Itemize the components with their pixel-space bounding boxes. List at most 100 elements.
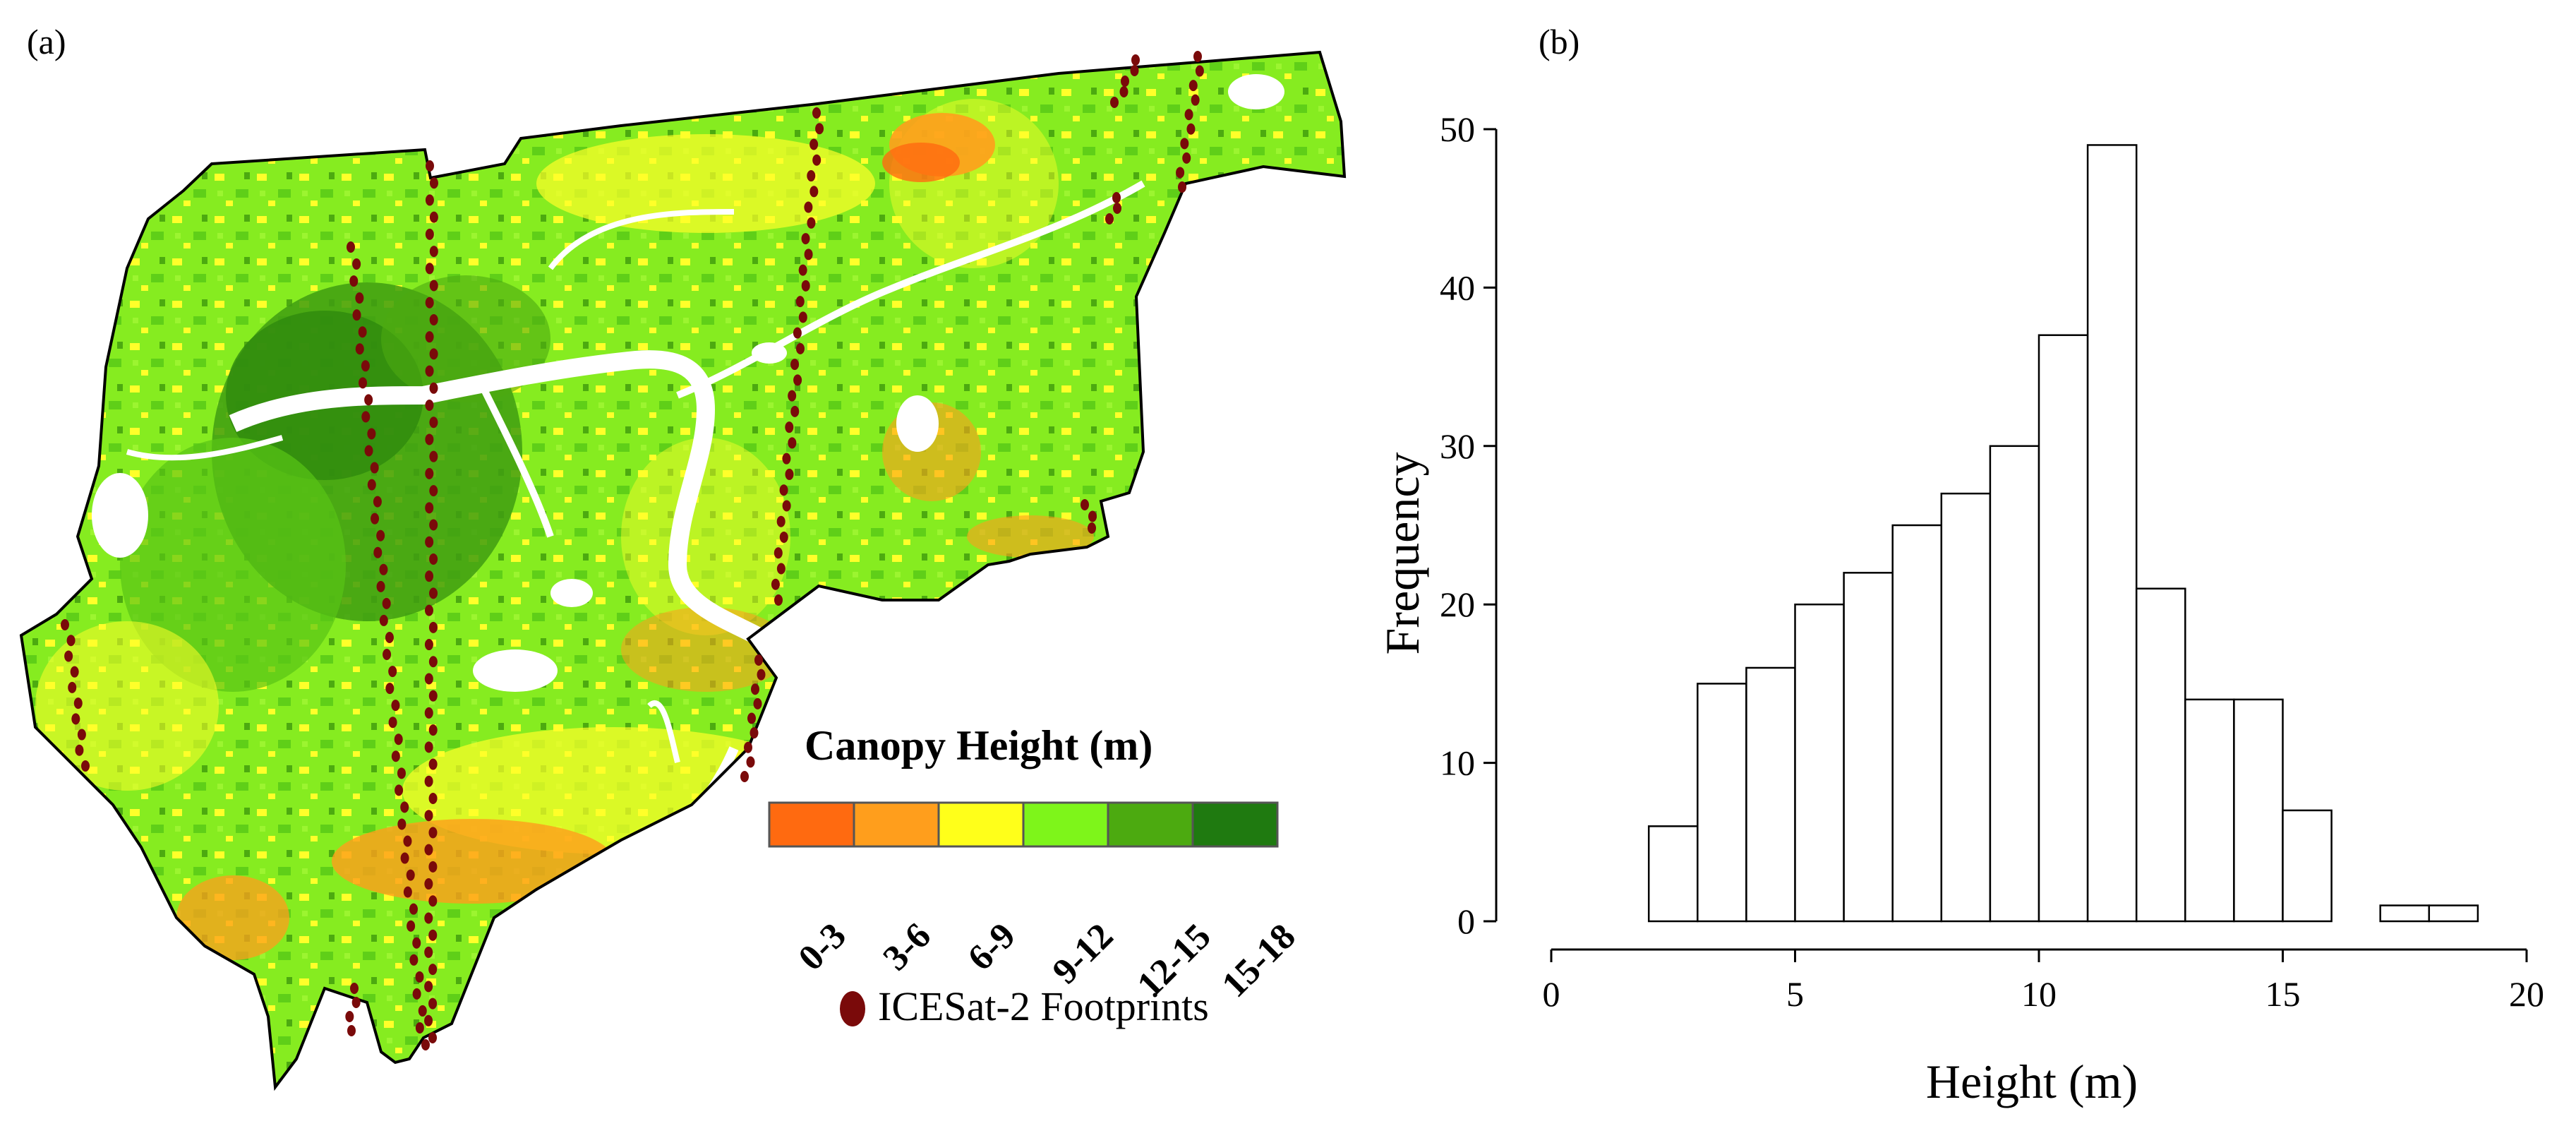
histogram-bars	[1647, 144, 2479, 923]
footprint-point	[429, 553, 438, 565]
footprint-point	[424, 981, 433, 993]
histogram-axes: 0 10 20 30 40 50 0 5 10 15 20 Height (m) Frequency	[1383, 109, 2544, 1108]
y-tick-label: 20	[1440, 585, 1475, 624]
footprint-point	[394, 733, 403, 745]
canopy-height-map	[19, 50, 1347, 1091]
footprint-point	[754, 654, 763, 666]
footprint-point	[1088, 510, 1097, 522]
footprint-point	[75, 744, 84, 756]
footprint-point	[424, 604, 433, 616]
footprint-point	[425, 365, 434, 377]
footprint-point	[425, 502, 434, 514]
footprint-point	[397, 767, 406, 779]
footprint-point	[412, 937, 421, 949]
footprint-point	[358, 326, 367, 338]
y-tick-label: 50	[1440, 109, 1475, 149]
footprint-point	[424, 844, 433, 856]
footprint-point	[812, 107, 821, 119]
footprint-point	[352, 309, 361, 321]
footprint-point	[367, 479, 376, 491]
footprint-point	[376, 580, 385, 592]
histogram-bar-6-7	[1843, 572, 1894, 923]
footprint-point	[1113, 203, 1121, 214]
footprint-point	[425, 400, 434, 412]
footprint-point	[409, 903, 418, 915]
footprint-point	[429, 450, 438, 462]
y-axis-title: Frequency	[1383, 452, 1429, 654]
histogram-bar-5-6	[1794, 603, 1845, 923]
footprint-point	[747, 712, 756, 724]
footprint-point	[785, 421, 794, 433]
x-tick-label: 5	[1786, 974, 1804, 1014]
footprint-point	[1193, 51, 1202, 62]
footprint-point	[812, 154, 821, 166]
footprint-point	[352, 258, 361, 270]
footprint-point	[428, 690, 438, 702]
footprint-point	[385, 631, 394, 643]
histogram-bar-8-9	[1940, 492, 1992, 923]
footprint-point	[815, 123, 824, 135]
footprint-point	[415, 971, 424, 983]
histogram-bar-11-12	[2086, 144, 2138, 923]
footprint-point	[1110, 97, 1119, 108]
footprint-point	[424, 707, 433, 719]
footprint-point	[429, 280, 438, 292]
footprint-legend-dot	[840, 991, 865, 1026]
footprint-legend-label: ICESat-2 Footprints	[878, 983, 1209, 1029]
footprint-point	[428, 758, 438, 770]
legend-swatch-3-6	[853, 801, 940, 848]
footprint-point	[428, 929, 438, 941]
footprint-point	[66, 635, 76, 647]
footprint-point	[776, 563, 786, 575]
footprint-point	[61, 619, 69, 630]
footprint-point	[425, 467, 434, 479]
legend-swatch-12-15	[1107, 801, 1194, 848]
footprint-point	[421, 1039, 430, 1050]
footprint-point	[424, 878, 433, 890]
footprint-point	[793, 374, 802, 386]
footprint-point	[418, 1005, 427, 1017]
footprint-point	[779, 531, 788, 543]
footprint-point	[388, 666, 397, 678]
footprint-point	[757, 669, 766, 681]
footprint-point	[795, 296, 805, 308]
x-tick-label: 15	[2265, 974, 2301, 1014]
footprint-point	[428, 998, 438, 1010]
footprint-point	[379, 614, 388, 626]
footprint-point	[429, 348, 438, 360]
footprint-point	[403, 835, 412, 847]
footprint-point	[795, 342, 805, 354]
histogram-bar-9-10	[1989, 445, 2040, 923]
footprint-point	[1186, 123, 1196, 135]
footprint-point	[776, 515, 786, 527]
footprint-point	[382, 597, 391, 609]
footprint-point	[771, 578, 780, 590]
footprint-point	[809, 138, 819, 150]
footprint-point	[391, 700, 400, 712]
footprint-point	[1195, 65, 1204, 77]
footprint-point	[1130, 65, 1139, 76]
footprint-point	[804, 201, 813, 213]
footprint-point	[779, 484, 788, 496]
footprint-point	[412, 988, 421, 1000]
footprint-point	[801, 233, 810, 245]
footprint-point	[429, 519, 438, 531]
footprint-point	[424, 673, 433, 685]
footprint-point	[347, 241, 355, 253]
histogram-bar-12-13	[2135, 587, 2186, 923]
footprint-point	[774, 594, 783, 606]
histogram-bar-13-14	[2184, 698, 2235, 923]
footprint-point	[425, 228, 434, 240]
footprint-point	[790, 359, 800, 371]
footprint-point	[753, 697, 762, 709]
x-tick-label: 0	[1543, 974, 1560, 1014]
footprint-point	[426, 160, 434, 172]
footprint-point	[785, 468, 794, 480]
x-tick-label: 20	[2509, 974, 2544, 1014]
footprint-point	[428, 621, 438, 633]
footprint-point	[428, 724, 438, 736]
footprint-point	[750, 727, 759, 739]
footprint-point	[1121, 76, 1129, 87]
footprint-point	[1188, 80, 1198, 92]
footprint-point	[428, 827, 438, 839]
